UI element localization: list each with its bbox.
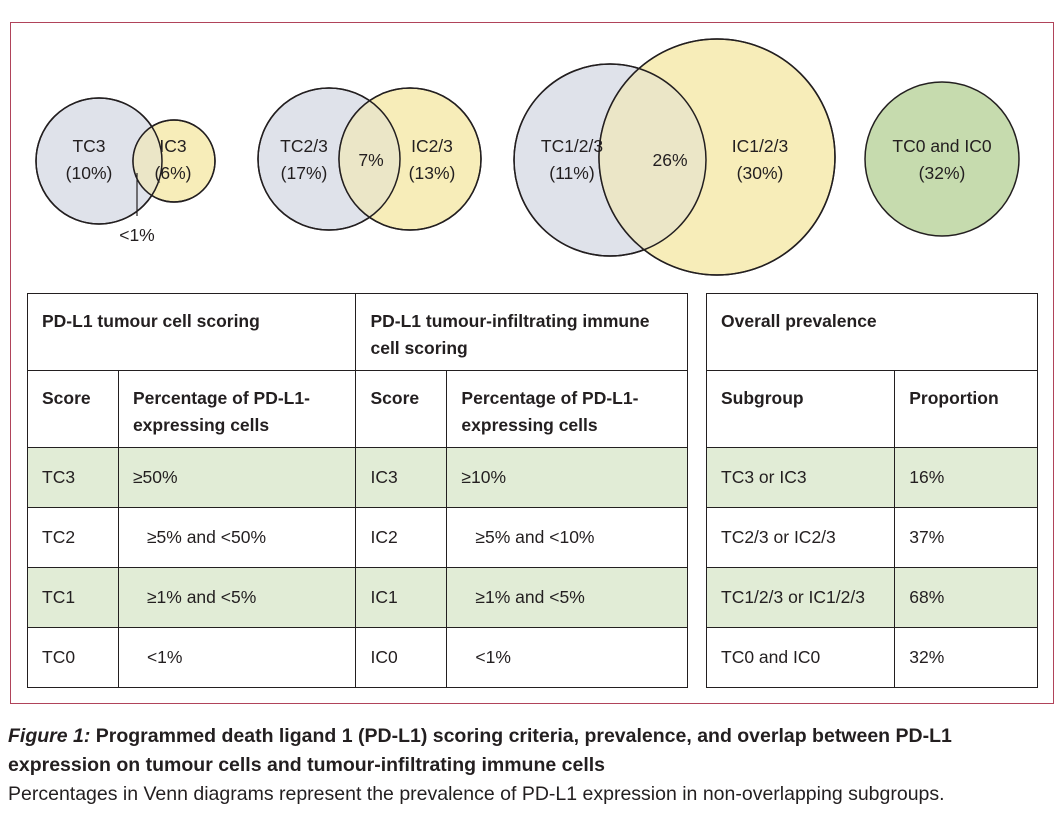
figure-frame: TC3 (10%) IC3 (6%) <1% TC2/3 (17%) 7% IC… xyxy=(10,22,1054,704)
venn-ic123-label: IC1/2/3 xyxy=(732,136,788,156)
ic-score-column-header: Score xyxy=(355,370,448,448)
table-row: TC0 and IC0 32% xyxy=(705,627,1038,688)
ic-score-cell: IC0 xyxy=(355,627,448,688)
table-row: TC2 ≥5% and <50% IC2 ≥5% and <10% xyxy=(27,507,688,568)
venn-tc3-label: TC3 xyxy=(72,136,105,156)
tc-score-cell: TC2 xyxy=(27,507,119,568)
venn-tc123-label: TC1/2/3 xyxy=(541,136,603,156)
venn-tc0-ic0-circle xyxy=(864,81,1020,237)
prevalence-table: Overall prevalence Subgroup Proportion T… xyxy=(705,293,1038,688)
ic-score-cell: IC1 xyxy=(355,567,448,628)
tc-percentage-cell: ≥50% xyxy=(117,447,357,508)
ic-percentage-cell: ≥10% xyxy=(446,447,688,508)
venn-tc23-value: (17%) xyxy=(281,163,328,183)
table-row: TC1/2/3 or IC1/2/3 68% xyxy=(705,567,1038,628)
figure-caption: Figure 1: Programmed death ligand 1 (PD-… xyxy=(8,722,1053,809)
tc-score-cell: TC1 xyxy=(27,567,119,628)
venn-tc123-value: (11%) xyxy=(549,163,594,183)
tc-score-cell: TC0 xyxy=(27,627,119,688)
venn-tc23-ic23-overlap xyxy=(339,88,400,230)
ic-percentage-column-header: Percentage of PD-L1-expressing cells xyxy=(446,370,688,448)
proportion-cell: 16% xyxy=(894,447,1038,508)
ic-percentage-cell: ≥1% and <5% xyxy=(446,567,688,628)
venn-tc3-value: (10%) xyxy=(66,163,113,183)
ic-score-cell: IC2 xyxy=(355,507,448,568)
venn-tc23-label: TC2/3 xyxy=(280,136,328,156)
venn-tc123-ic123-overlap xyxy=(599,64,706,256)
prevalence-header: Overall prevalence xyxy=(706,293,1038,371)
subgroup-cell: TC0 and IC0 xyxy=(705,627,896,688)
tc-scoring-header: PD-L1 tumour cell scoring xyxy=(26,293,357,371)
venn-tc0-ic0-label: TC0 and IC0 xyxy=(892,136,991,156)
venn-tc0-ic0-value: (32%) xyxy=(919,163,966,183)
subgroup-cell: TC1/2/3 or IC1/2/3 xyxy=(705,567,896,628)
proportion-cell: 68% xyxy=(894,567,1038,628)
ic-percentage-cell: ≥5% and <10% xyxy=(446,507,688,568)
ic-score-cell: IC3 xyxy=(355,447,448,508)
figure-title: Programmed death ligand 1 (PD-L1) scorin… xyxy=(8,725,952,776)
tc-score-cell: TC3 xyxy=(27,447,119,508)
tc-percentage-cell: ≥1% and <5% xyxy=(117,567,357,628)
scoring-table: PD-L1 tumour cell scoring PD-L1 tumour-i… xyxy=(26,293,688,688)
table-row: TC3 ≥50% IC3 ≥10% xyxy=(27,447,688,508)
venn-tc23-ic23: TC2/3 (17%) 7% IC2/3 (13%) xyxy=(257,87,482,231)
tc-percentage-column-header: Percentage of PD-L1-expressing cells xyxy=(117,370,357,448)
table-row: TC1 ≥1% and <5% IC1 ≥1% and <5% xyxy=(27,567,688,628)
tc-score-column-header: Score xyxy=(27,370,119,448)
venn-tc123-ic123-overlap-value: 26% xyxy=(652,150,687,170)
table-row: TC3 or IC3 16% xyxy=(705,447,1038,508)
proportion-cell: 32% xyxy=(894,627,1038,688)
proportion-cell: 37% xyxy=(894,507,1038,568)
figure-description: Percentages in Venn diagrams represent t… xyxy=(8,783,945,805)
venn-ic23-value: (13%) xyxy=(409,163,456,183)
venn-diagrams: TC3 (10%) IC3 (6%) <1% TC2/3 (17%) 7% IC… xyxy=(35,38,1020,276)
subgroup-cell: TC2/3 or IC2/3 xyxy=(705,507,896,568)
table-row: TC0 <1% IC0 <1% xyxy=(27,627,688,688)
subgroup-column-header: Subgroup xyxy=(705,370,896,448)
venn-ic123-value: (30%) xyxy=(737,163,784,183)
tc-percentage-cell: <1% xyxy=(117,627,357,688)
figure-label: Figure 1: xyxy=(8,725,91,747)
venn-tc3-ic3-overlap-value: <1% xyxy=(119,225,155,245)
venn-tc3-ic3-overlap xyxy=(133,120,162,202)
venn-tc3-ic3: TC3 (10%) IC3 (6%) <1% xyxy=(35,97,216,245)
ic-percentage-cell: <1% xyxy=(446,627,688,688)
table-row: TC2/3 or IC2/3 37% xyxy=(705,507,1038,568)
venn-ic3-value: (6%) xyxy=(155,163,192,183)
tc-percentage-cell: ≥5% and <50% xyxy=(117,507,357,568)
venn-tc123-ic123: TC1/2/3 (11%) 26% IC1/2/3 (30%) xyxy=(513,38,836,276)
venn-tc23-ic23-overlap-value: 7% xyxy=(358,150,383,170)
ic-scoring-header: PD-L1 tumour-infiltrating immune cell sc… xyxy=(355,293,688,371)
venn-ic23-label: IC2/3 xyxy=(411,136,453,156)
subgroup-cell: TC3 or IC3 xyxy=(705,447,896,508)
venn-tc0-ic0: TC0 and IC0 (32%) xyxy=(864,81,1020,237)
venn-ic3-label: IC3 xyxy=(159,136,186,156)
proportion-column-header: Proportion xyxy=(894,370,1038,448)
